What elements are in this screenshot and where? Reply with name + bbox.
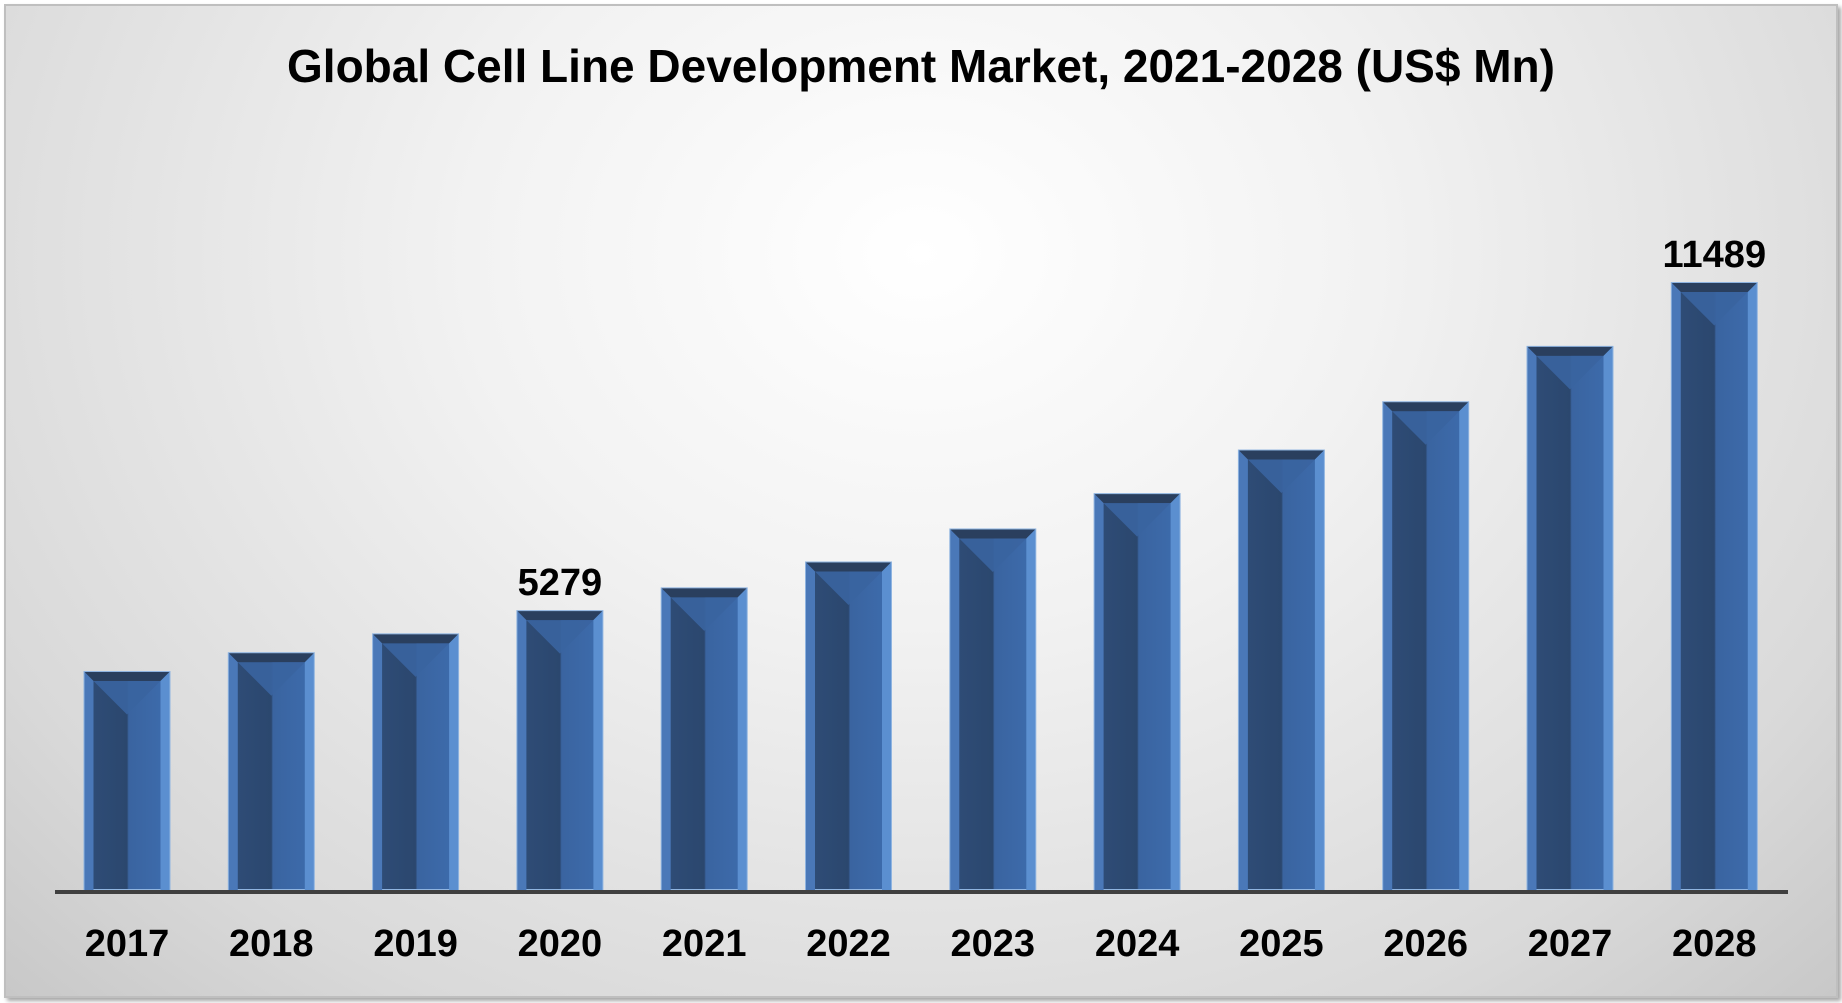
bar-facet [1536, 355, 1604, 390]
data-label: 5279 [518, 562, 603, 604]
bar [1526, 345, 1614, 892]
bar-2024 [1093, 493, 1181, 891]
bar-facet [959, 538, 1027, 572]
bar-bevel-left [950, 529, 960, 890]
bar-bevel-top [1238, 450, 1324, 460]
x-tick-label: 2019 [373, 923, 458, 965]
bar-bevel-right [737, 588, 747, 890]
bar-bevel-left [1094, 494, 1104, 890]
bar-bevel-right [1603, 346, 1613, 891]
bar [1093, 493, 1181, 891]
bar-2026 [1382, 401, 1470, 891]
chart-title: Global Cell Line Development Market, 202… [287, 40, 1555, 92]
x-tick-label: 2023 [951, 923, 1036, 965]
bar-2018 [227, 652, 315, 891]
bar-bevel-top [1383, 402, 1469, 412]
bar-bevel-top [517, 611, 603, 621]
x-tick-label: 2022 [806, 923, 891, 965]
bar-facet [1103, 503, 1171, 537]
bar-bevel-right [1747, 283, 1757, 890]
bar-bevel-top [1671, 283, 1757, 292]
x-tick-label: 2028 [1672, 923, 1757, 965]
bar [1670, 282, 1758, 891]
data-label: 11489 [1663, 234, 1767, 276]
bar-2017 [83, 671, 171, 891]
bar-bevel-top [661, 588, 747, 598]
bar-bevel-left [661, 588, 671, 890]
bar [805, 561, 892, 892]
bar-2021 [660, 587, 748, 891]
bar-bevel-top [228, 653, 314, 663]
bar-bevel-right [882, 562, 891, 890]
bar-bevel-left [517, 611, 527, 890]
x-tick-label: 2018 [229, 923, 314, 965]
bar-facet [670, 597, 738, 631]
bar-bevel-top [1094, 494, 1180, 504]
bar-facet [1680, 292, 1748, 326]
bar-2027 [1526, 345, 1614, 892]
bar-facet [1392, 411, 1460, 445]
bar-2028: 11489 [1663, 234, 1767, 891]
bar-bevel-left [1383, 402, 1393, 890]
x-tick-label: 2020 [518, 923, 603, 965]
bar-bevel-left [1527, 346, 1537, 891]
bar-bevel-top [373, 634, 459, 644]
bar-facet [93, 681, 161, 715]
bar-bevel-left [228, 653, 238, 890]
bar-bevel-right [304, 653, 314, 890]
bar-bevel-right [593, 611, 603, 890]
bar-2022 [805, 561, 892, 892]
bar-bevel-right [160, 672, 170, 890]
bar-facet [1247, 459, 1315, 494]
x-tick-label: 2026 [1383, 923, 1468, 965]
bar [1382, 401, 1470, 891]
bar-bevel-top [84, 672, 170, 682]
x-tick-label: 2027 [1528, 923, 1613, 965]
x-tick-label: 2025 [1239, 923, 1324, 965]
x-tick-label: 2017 [85, 923, 170, 965]
bar-facet [237, 662, 305, 696]
bar-bevel-left [84, 672, 94, 890]
bar-2019 [372, 633, 460, 891]
bar-2025 [1237, 449, 1325, 891]
bar-bevel-left [1671, 283, 1681, 890]
bar [660, 587, 748, 891]
bar-bevel-right [449, 634, 459, 890]
bar-facet [526, 620, 594, 654]
bar-bevel-top [806, 562, 891, 572]
bar-2023 [949, 528, 1037, 891]
bar-bevel-left [1238, 450, 1248, 890]
bar-bevel-left [373, 634, 383, 890]
bar [1237, 449, 1325, 891]
x-tick-label: 2021 [662, 923, 747, 965]
bar-bevel-top [950, 529, 1036, 539]
bar-bevel-right [1170, 494, 1180, 890]
bar-bevel-top [1527, 346, 1613, 356]
bar-bevel-right [1459, 402, 1469, 890]
x-tick-label: 2024 [1095, 923, 1180, 965]
bar-facet [815, 571, 882, 605]
bar-2020: 5279 [516, 562, 604, 891]
bar-facet [382, 643, 450, 677]
bar-bevel-left [806, 562, 815, 890]
bar-bevel-right [1314, 450, 1324, 890]
bar-bevel-right [1026, 529, 1036, 890]
bar [949, 528, 1037, 891]
